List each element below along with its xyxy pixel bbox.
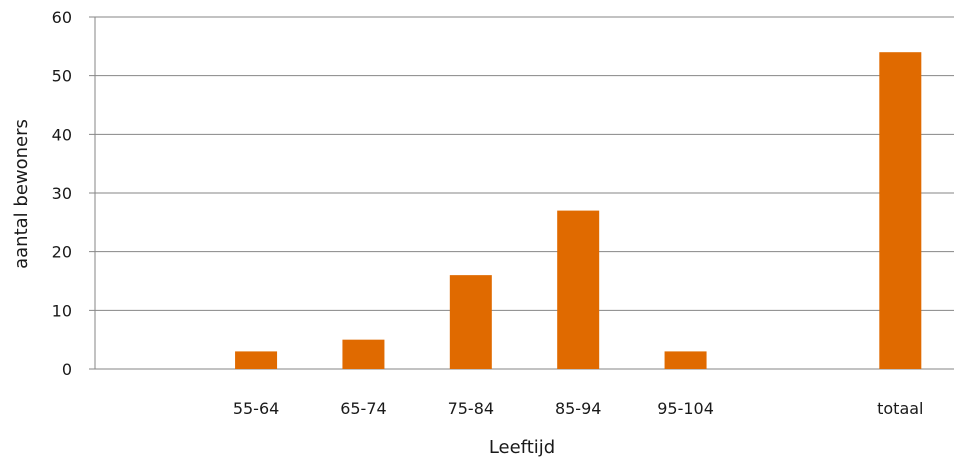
- x-tick-label: 55-64: [233, 399, 280, 418]
- x-tick-label: totaal: [877, 399, 923, 418]
- y-tick-label: 30: [52, 184, 72, 203]
- y-tick-label: 60: [52, 8, 72, 27]
- y-tick-label: 40: [52, 125, 72, 144]
- bar-75-84: [449, 275, 492, 369]
- y-tick-label: 20: [52, 243, 72, 262]
- bar-totaal: [879, 52, 922, 369]
- x-tick-label: 75-84: [448, 399, 495, 418]
- x-axis-title: Leeftijd: [489, 437, 555, 458]
- y-axis-title: aantal bewoners: [11, 119, 32, 269]
- bar-55-64: [235, 351, 278, 369]
- bar-85-94: [557, 210, 600, 369]
- x-tick-label: 95-104: [657, 399, 714, 418]
- x-tick-label: 65-74: [340, 399, 387, 418]
- bar-95-104: [664, 351, 707, 369]
- y-tick-label: 0: [62, 360, 72, 379]
- y-tick-labels: 0 10 20 30 40 50 60: [52, 8, 72, 379]
- gridlines: [89, 16, 954, 370]
- x-tick-label: 85-94: [555, 399, 602, 418]
- y-tick-label: 50: [52, 67, 72, 86]
- bar-65-74: [342, 339, 385, 369]
- bars: [235, 52, 922, 369]
- y-tick-label: 10: [52, 301, 72, 320]
- x-tick-labels: 55-64 65-74 75-84 85-94 95-104 totaal: [233, 399, 924, 418]
